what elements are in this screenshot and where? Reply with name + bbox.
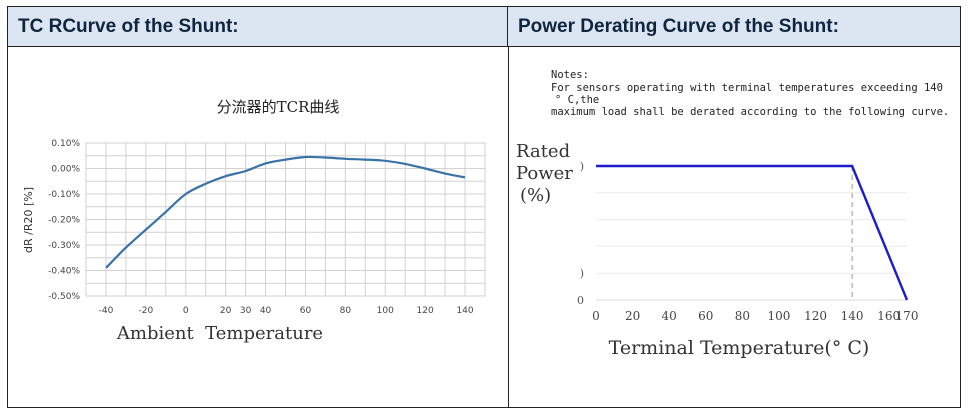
tcr-x-tick-label: 60: [300, 306, 312, 316]
tcr-x-tick-label: 120: [417, 306, 434, 316]
derating-y-tick-label: 0: [577, 294, 584, 307]
derating-grid: [596, 192, 907, 301]
derating-y-ticks: )) 0: [577, 160, 584, 307]
derating-x-tick-label: 40: [662, 309, 677, 323]
tcr-grid: [85, 142, 486, 297]
derating-x-axis-label: Terminal Temperature(° C): [609, 337, 870, 359]
panel-divider: [508, 47, 509, 407]
tcr-y-tick-label: 0.00%: [51, 165, 80, 175]
tcr-x-tick-label: 80: [340, 306, 352, 316]
tcr-y-tick-label: -0.50%: [48, 292, 80, 302]
tcr-y-tick-label: -0.10%: [48, 190, 80, 200]
derating-x-tick-label: 160: [877, 309, 900, 323]
tcr-y-tick-label: 0.10%: [51, 139, 80, 149]
tcr-y-ticks: 0.10% 0.00% -0.10% -0.20% -0.30% -0.40% -0.50%: [48, 139, 80, 302]
derating-x-tick-label: 20: [625, 309, 640, 323]
derating-y-tick-label: ): [580, 267, 584, 280]
derating-curve: [596, 164, 909, 301]
tcr-x-tick-label: 30: [240, 306, 252, 316]
notes-line-1: Notes:: [551, 69, 589, 81]
notes-line-4: maximum load shall be derated according …: [551, 106, 949, 118]
notes-line-3: ° C,the: [555, 94, 599, 106]
tcr-y-tick-label: -0.40%: [48, 267, 80, 277]
derating-chart: Notes: For sensors operating with termin…: [516, 69, 949, 359]
derating-x-tick-label: 100: [767, 309, 790, 323]
derating-x-tick-label: 120: [804, 309, 827, 323]
tcr-x-tick-label: -40: [99, 306, 114, 316]
rated-power-label-3: (%): [520, 185, 551, 206]
tcr-x-tick-label: -20: [138, 306, 153, 316]
tcr-y-axis-label: dR /R20 [%]: [22, 187, 35, 253]
tcr-x-axis-label: Ambient Temperature: [116, 323, 323, 344]
derating-x-tick-label: 140: [841, 309, 864, 323]
tcr-x-ticks: -40 -20 0 20 30 40 60 80 100 120 140: [99, 306, 474, 316]
tcr-y-tick-label: -0.20%: [48, 216, 80, 226]
tcr-x-tick-label: 140: [456, 306, 473, 316]
derating-y-tick-label: ): [580, 160, 584, 173]
tcr-x-tick-label: 40: [260, 306, 272, 316]
tcr-chart: 分流器的TCR曲线 dR /R20 [%] 0.10% 0.00% -0.10% -0…: [22, 98, 486, 344]
derating-x-tick-label: 0: [592, 309, 600, 323]
derating-x-tick-label: 170: [896, 309, 919, 323]
rated-power-label-1: Rated: [516, 141, 570, 162]
spec-frame: TC RCurve of the Shunt: Power Derating C…: [7, 6, 961, 408]
tcr-chart-title: 分流器的TCR曲线: [217, 98, 340, 116]
tcr-y-tick-label: -0.30%: [48, 241, 80, 251]
notes-line-2: For sensors operating with terminal temp…: [551, 82, 943, 94]
derating-x-tick-label: 60: [698, 309, 713, 323]
rated-power-label-2: Power: [516, 163, 573, 184]
derating-panel-header: Power Derating Curve of the Shunt:: [508, 7, 960, 47]
tcr-x-tick-label: 20: [220, 306, 232, 316]
tcr-panel-header: TC RCurve of the Shunt:: [8, 7, 508, 47]
tcr-x-tick-label: 0: [183, 306, 189, 316]
derating-x-tick-label: 80: [735, 309, 750, 323]
tcr-curve: [105, 155, 466, 269]
tcr-x-tick-label: 100: [377, 306, 394, 316]
